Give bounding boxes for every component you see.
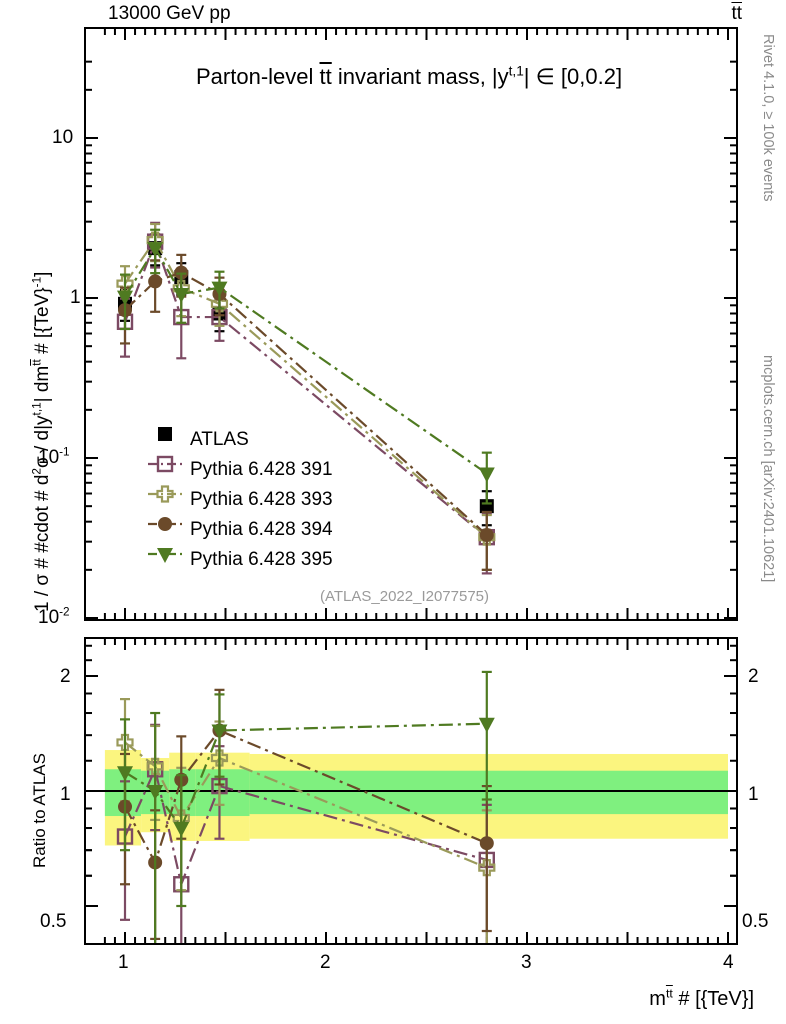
data-point — [148, 274, 163, 289]
ratio-data-point — [479, 836, 494, 851]
legend-marker — [156, 485, 174, 503]
legend-label-pythia-391: Pythia 6.428 391 — [190, 459, 333, 480]
legend-key-4 — [148, 548, 182, 563]
series-pythia-6-428-394 — [118, 253, 494, 571]
ratio-series-line — [124, 729, 488, 866]
process-label: tt — [731, 3, 742, 24]
beam-energy-label: 13000 GeV pp — [108, 3, 231, 24]
data-point — [479, 528, 494, 543]
legend: ATLAS Pythia 6.428 391 Pythia 6.428 393 … — [190, 425, 333, 575]
ratio-series-line — [124, 741, 488, 869]
ratio-y-tick-2: 2 — [60, 666, 71, 687]
ratio-y-tick-1: 1 — [60, 784, 71, 805]
legend-label-pythia-394: Pythia 6.428 394 — [190, 519, 333, 540]
ratio-data-point — [478, 717, 495, 733]
ratio-data-point — [116, 733, 134, 752]
legend-marker — [158, 427, 172, 441]
plot-title: Parton-level tt invariant mass, |yt,1| ∈… — [196, 64, 622, 90]
ratio-data-point — [173, 822, 190, 838]
title-tt: tt — [319, 64, 332, 89]
xlabel-main: m — [649, 988, 666, 1010]
legend-marker — [158, 517, 172, 531]
x-tick-4: 4 — [723, 952, 734, 973]
y-tick-1e-2: 10-2 — [38, 605, 70, 628]
title-suffix: | ∈ [0,0.2] — [523, 64, 623, 89]
legend-key-0 — [158, 427, 172, 441]
legend-label-pythia-393: Pythia 6.428 393 — [190, 489, 333, 510]
xlabel-sup: tt — [665, 986, 673, 1001]
ratio-series-pythia-6-428-395 — [117, 670, 495, 943]
ratio-y-tick-05-right: 0.5 — [742, 911, 769, 932]
analysis-id-watermark: (ATLAS_2022_I2077575) — [320, 588, 490, 605]
series-pythia-6-428-395 — [117, 228, 495, 505]
data-point — [173, 287, 190, 303]
data-point — [210, 295, 229, 313]
title-mid: invariant mass, |y — [331, 64, 509, 89]
ratio-data-point — [210, 749, 229, 767]
legend-key-3 — [148, 517, 182, 531]
title-sup: t,1 — [508, 63, 524, 79]
legend-key-1 — [148, 455, 182, 473]
data-point — [117, 290, 133, 306]
y-tick-1e-1: 10-1 — [38, 445, 70, 468]
ratio-data-point — [117, 766, 133, 782]
x-tick-2: 2 — [320, 952, 331, 973]
ratio-data-point — [146, 757, 164, 775]
ratio-y-tick-1-right: 1 — [748, 784, 759, 805]
y-tick-1: 1 — [70, 287, 81, 308]
x-axis-label: mtt # [{TeV}] — [649, 986, 754, 1011]
ratio-y-tick-05: 0.5 — [40, 911, 67, 932]
legend-marker — [157, 548, 173, 563]
ratio-data-point — [147, 785, 164, 800]
data-point — [211, 281, 228, 297]
ratio-series-line — [124, 722, 487, 831]
legend-label-atlas: ATLAS — [190, 429, 249, 450]
x-tick-3: 3 — [521, 952, 532, 973]
series-line — [124, 271, 488, 536]
title-prefix: Parton-level — [196, 64, 320, 89]
legend-key-2 — [148, 485, 182, 503]
xlabel-tail: # [{TeV}] — [672, 988, 754, 1010]
ratio-y-tick-2-right: 2 — [748, 666, 759, 687]
ratio-data-point — [478, 859, 496, 877]
data-point — [147, 242, 164, 258]
ratio-uncertainty-band-inner — [249, 770, 728, 815]
data-point — [478, 467, 495, 483]
legend-marker — [156, 455, 174, 473]
y-tick-10: 10 — [52, 127, 74, 148]
x-tick-1: 1 — [118, 952, 129, 973]
series-line — [124, 238, 488, 539]
main-panel-frame — [84, 27, 738, 621]
ratio-data-point — [211, 724, 228, 740]
legend-label-pythia-395: Pythia 6.428 395 — [190, 549, 333, 570]
